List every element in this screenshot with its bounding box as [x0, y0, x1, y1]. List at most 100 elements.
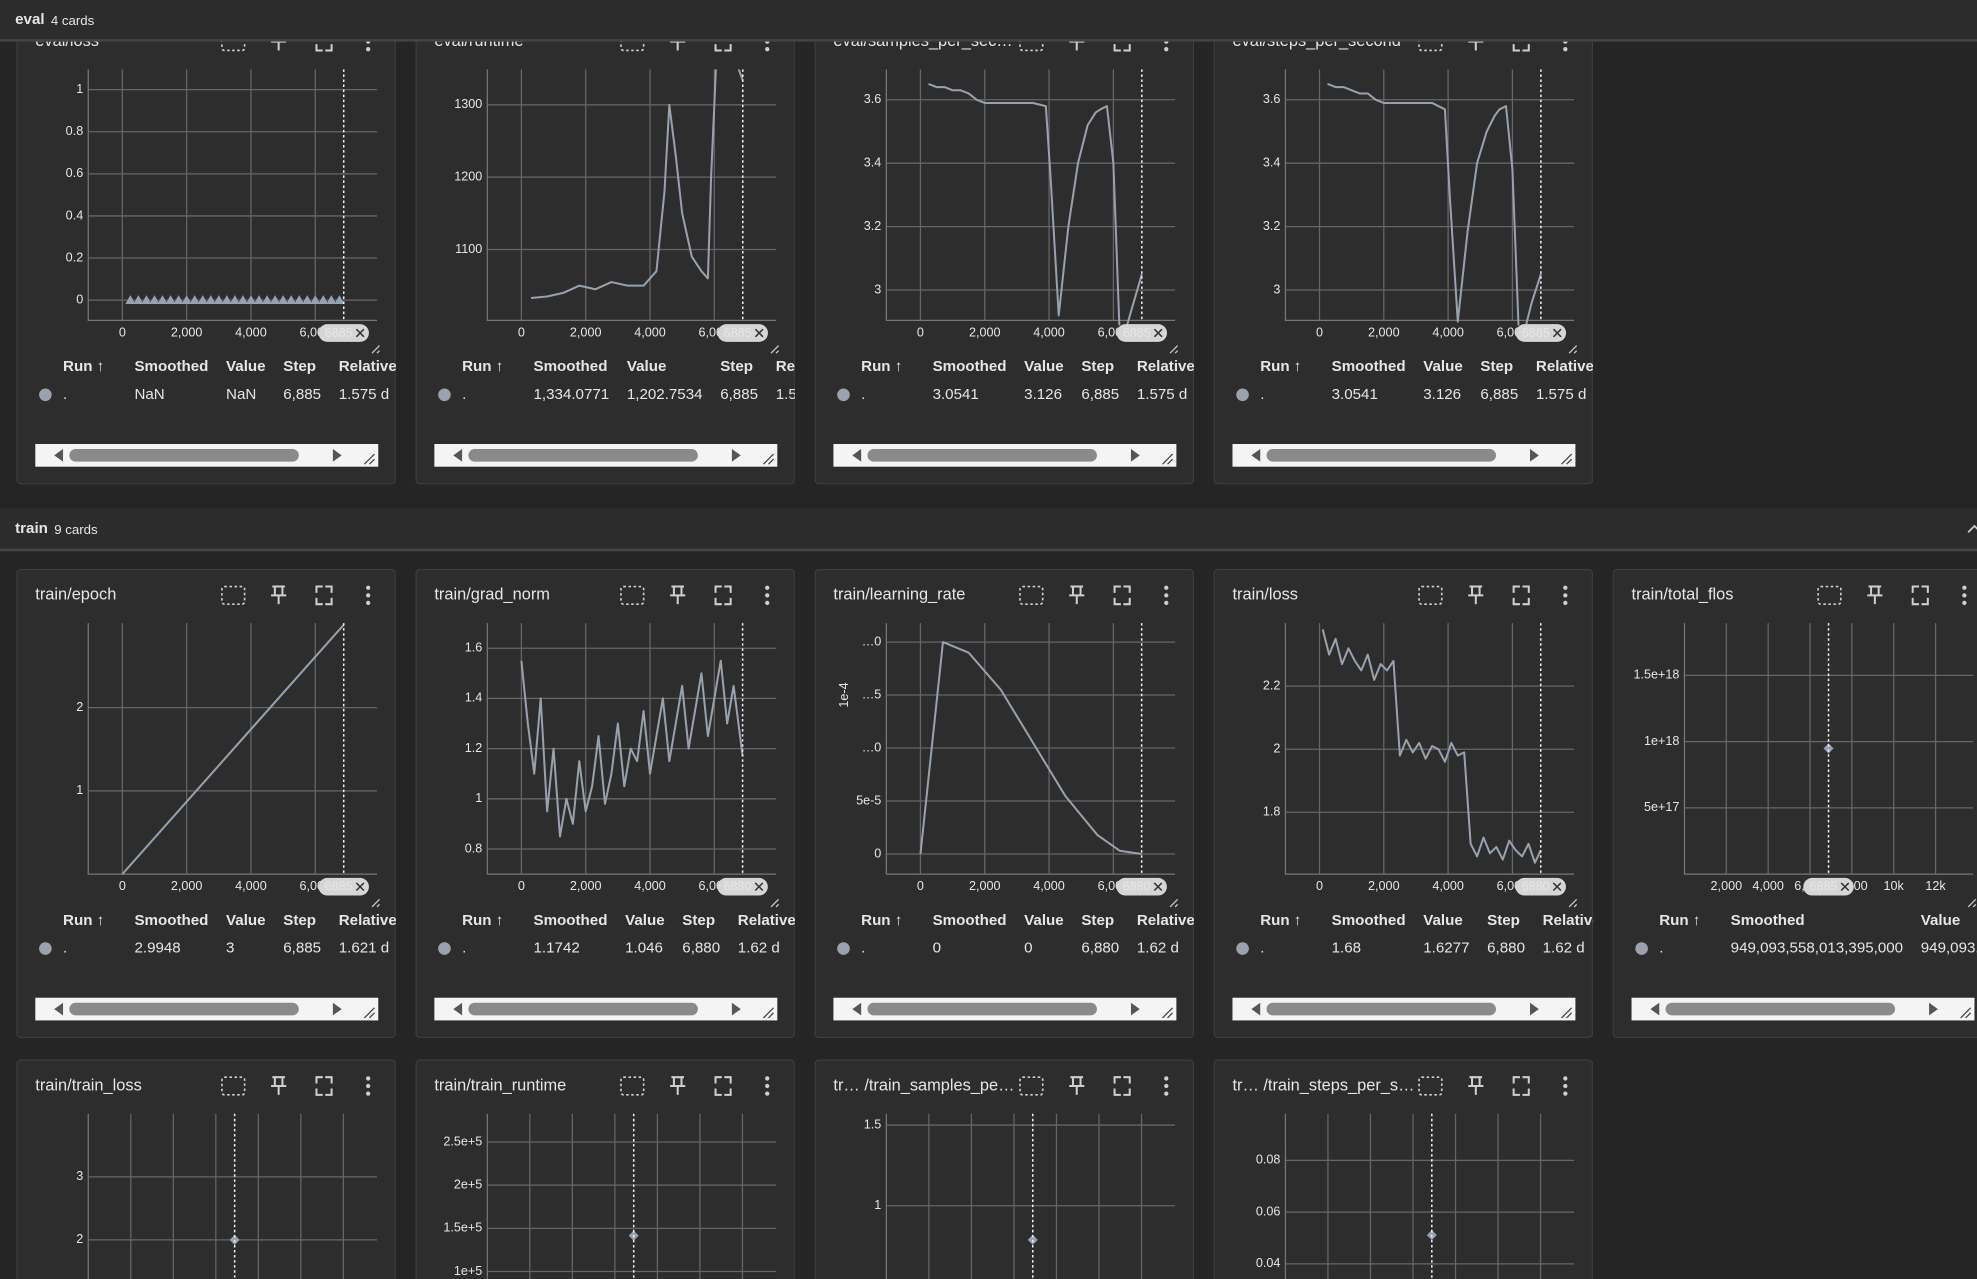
step-badge[interactable]: 6885 [1515, 324, 1567, 342]
more-menu-dot[interactable] [765, 1091, 770, 1096]
fit-domain-button[interactable] [620, 1076, 645, 1096]
scrollbar-thumb[interactable] [1266, 1002, 1496, 1016]
scrollbar-thumb[interactable] [69, 1002, 299, 1016]
scroll-right-arrow[interactable] [1130, 1002, 1140, 1016]
collapse-toggle[interactable] [1967, 524, 1977, 533]
step-badge[interactable]: 6885 [717, 324, 768, 342]
plot-frame [1284, 1113, 1287, 1279]
more-menu-dot[interactable] [366, 593, 371, 598]
scroll-right-arrow[interactable] [1530, 1002, 1539, 1016]
more-menu-dot[interactable] [765, 47, 770, 52]
scrollbar-thumb[interactable] [1266, 449, 1496, 462]
pin-button[interactable] [1468, 585, 1484, 605]
fullscreen-button[interactable] [315, 585, 333, 606]
scrollbar-thumb[interactable] [468, 1002, 698, 1016]
step-badge[interactable]: 6885 [1116, 324, 1168, 342]
more-menu-dot[interactable] [1563, 1083, 1568, 1089]
more-menu-dot[interactable] [366, 585, 371, 590]
scroll-right-arrow[interactable] [332, 1002, 342, 1016]
more-menu-dot[interactable] [765, 600, 770, 606]
fullscreen-button[interactable] [315, 1076, 333, 1096]
section-header[interactable]: train 9 cards [0, 508, 1977, 552]
pin-button[interactable] [1069, 1076, 1085, 1095]
more-menu-dot[interactable] [1164, 1076, 1169, 1081]
scrollbar-thumb[interactable] [867, 1002, 1097, 1016]
fit-domain-button[interactable] [1418, 1076, 1443, 1096]
pin-button[interactable] [271, 585, 287, 605]
scrollbar-thumb[interactable] [69, 449, 299, 462]
pin-button[interactable] [1069, 585, 1085, 605]
fit-domain-button[interactable] [221, 585, 246, 606]
scroll-right-arrow[interactable] [731, 1002, 741, 1016]
step-badge[interactable]: 6885 [318, 324, 369, 342]
more-menu-dot[interactable] [1563, 585, 1568, 590]
fullscreen-button[interactable] [1113, 585, 1131, 606]
step-badge[interactable]: 6880 [717, 877, 768, 896]
more-menu-dot[interactable] [1164, 1083, 1169, 1089]
fit-domain-button[interactable] [221, 1076, 246, 1096]
fit-domain-button[interactable] [1817, 585, 1842, 606]
scroll-right-arrow[interactable] [332, 449, 342, 462]
more-menu-dot[interactable] [1164, 1091, 1169, 1096]
scroll-right-arrow[interactable] [1130, 449, 1140, 462]
scroll-left-arrow[interactable] [453, 449, 463, 462]
pin-button[interactable] [271, 1076, 287, 1095]
section-header[interactable]: eval 4 cards [0, 0, 1977, 42]
more-menu-dot[interactable] [1962, 593, 1967, 598]
more-menu-dot[interactable] [1962, 600, 1967, 606]
step-badge[interactable]: 6880 [1116, 877, 1167, 896]
scroll-left-arrow[interactable] [1251, 1002, 1261, 1016]
fit-domain-button[interactable] [1019, 585, 1044, 606]
step-badge[interactable]: 6885 [318, 877, 369, 896]
fullscreen-button[interactable] [714, 585, 732, 606]
more-menu-dot[interactable] [366, 1076, 371, 1081]
plot-frame [87, 1113, 89, 1279]
scrollbar-thumb[interactable] [1665, 1002, 1896, 1016]
pin-button[interactable] [1468, 1076, 1484, 1095]
more-menu-dot[interactable] [366, 600, 371, 606]
scrollbar-thumb[interactable] [468, 449, 698, 462]
more-menu-dot[interactable] [765, 585, 770, 590]
scroll-right-arrow[interactable] [1530, 449, 1539, 462]
pin-button[interactable] [670, 585, 686, 605]
fit-domain-button[interactable] [1019, 1076, 1044, 1096]
fit-domain-button[interactable] [620, 585, 645, 606]
more-menu-dot[interactable] [1962, 585, 1967, 590]
scroll-left-arrow[interactable] [1251, 449, 1261, 462]
scroll-left-arrow[interactable] [852, 1002, 862, 1016]
scroll-left-arrow[interactable] [852, 449, 862, 462]
scroll-left-arrow[interactable] [1650, 1002, 1660, 1016]
more-menu-dot[interactable] [765, 593, 770, 598]
fullscreen-button[interactable] [1512, 1076, 1530, 1096]
data-point [261, 295, 273, 304]
pin-button[interactable] [1867, 585, 1883, 605]
step-badge[interactable]: 6885 [1803, 877, 1854, 896]
more-menu-dot[interactable] [366, 47, 371, 52]
scroll-left-arrow[interactable] [54, 1002, 64, 1016]
fullscreen-button[interactable] [1113, 1076, 1131, 1096]
more-menu-dot[interactable] [765, 1076, 770, 1081]
more-menu-dot[interactable] [366, 1083, 371, 1089]
fullscreen-button[interactable] [1512, 585, 1530, 606]
more-menu-dot[interactable] [1164, 47, 1169, 52]
scrollbar-thumb[interactable] [867, 449, 1097, 462]
more-menu-dot[interactable] [1164, 593, 1169, 598]
fit-domain-button[interactable] [1418, 585, 1443, 606]
more-menu-dot[interactable] [1164, 585, 1169, 590]
fullscreen-button[interactable] [714, 1076, 732, 1096]
more-menu-dot[interactable] [366, 1091, 371, 1096]
more-menu-dot[interactable] [1563, 1076, 1568, 1081]
fullscreen-button[interactable] [1911, 585, 1929, 606]
more-menu-dot[interactable] [1563, 593, 1568, 598]
more-menu-dot[interactable] [1563, 600, 1568, 606]
more-menu-dot[interactable] [1164, 600, 1169, 606]
step-badge[interactable]: 6880 [1515, 877, 1566, 896]
pin-button[interactable] [670, 1076, 686, 1095]
more-menu-dot[interactable] [1563, 47, 1568, 52]
more-menu-dot[interactable] [765, 1083, 770, 1089]
scroll-right-arrow[interactable] [731, 449, 741, 462]
scroll-right-arrow[interactable] [1929, 1002, 1938, 1016]
more-menu-dot[interactable] [1563, 1091, 1568, 1096]
scroll-left-arrow[interactable] [453, 1002, 463, 1016]
scroll-left-arrow[interactable] [54, 449, 64, 462]
